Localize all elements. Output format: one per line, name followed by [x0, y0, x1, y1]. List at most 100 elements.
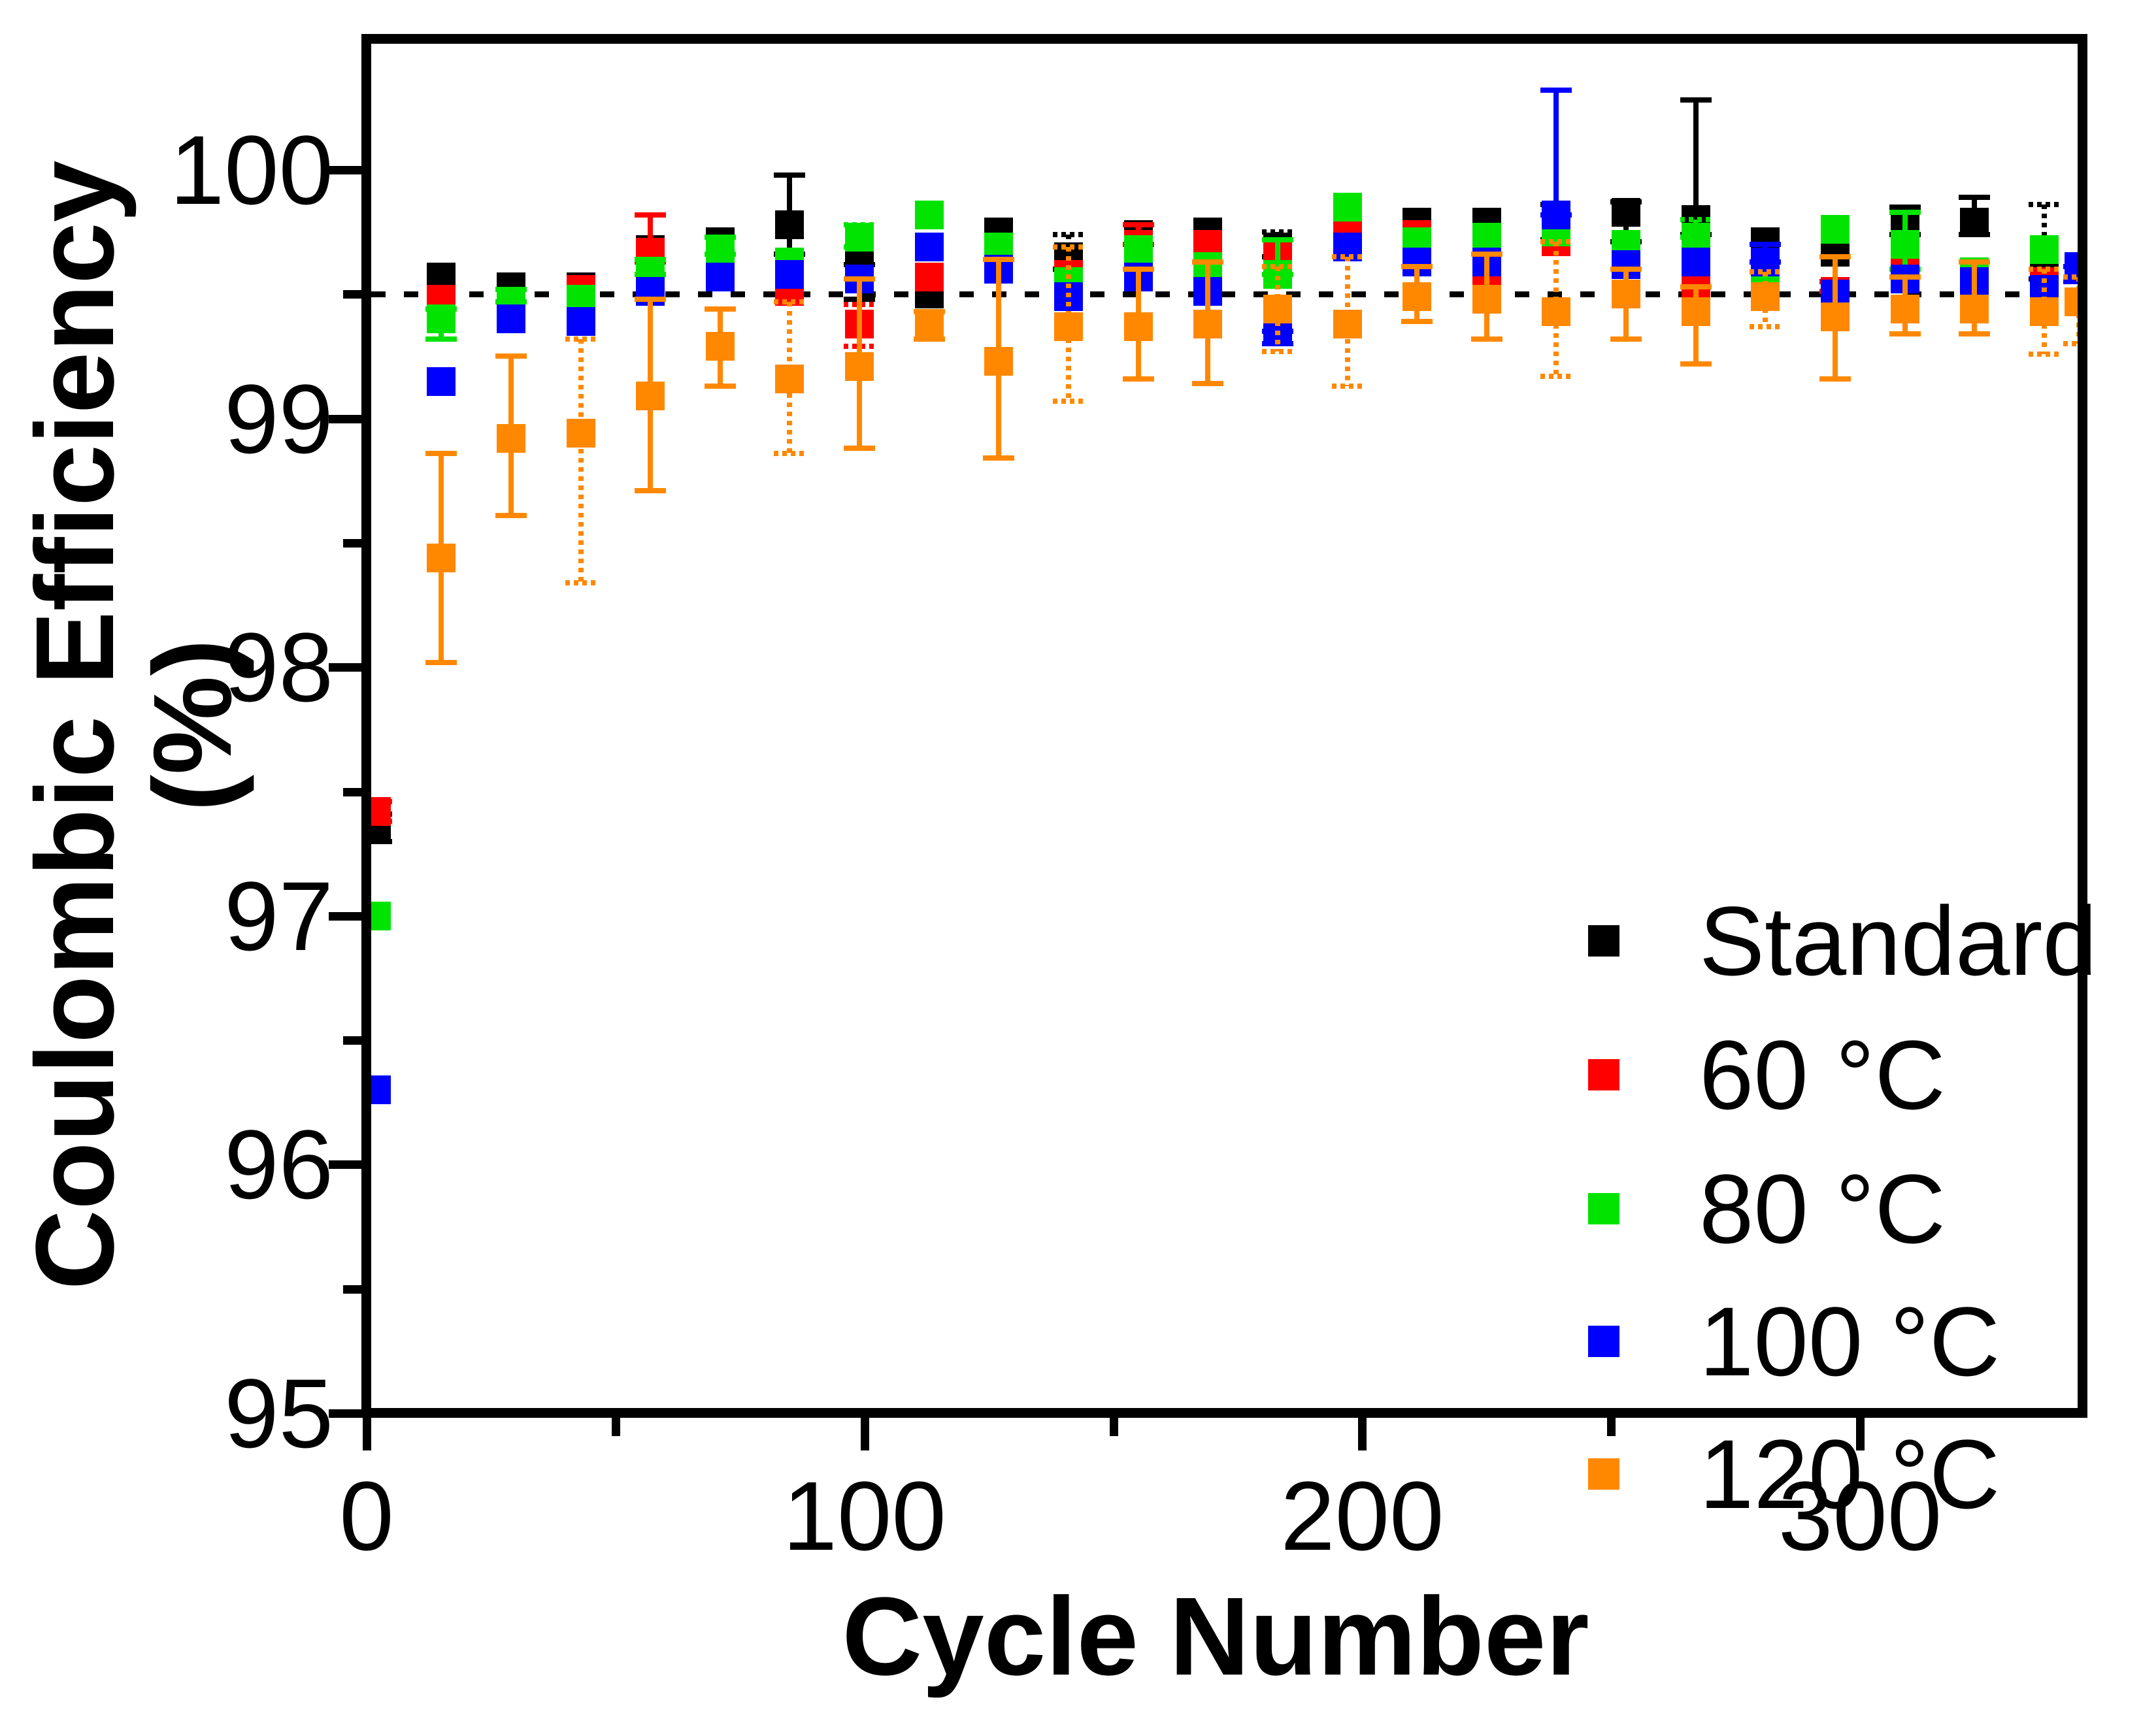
legend-swatch-60C: [1588, 1059, 1619, 1090]
x-minor-tick: [611, 1418, 620, 1436]
data-point-marker-120C: [496, 424, 525, 453]
data-point-marker-80C: [1472, 222, 1501, 252]
error-bar-cap-top: [1959, 194, 1991, 200]
data-point-marker-120C: [2029, 297, 2059, 326]
data-point-marker-120C: [1054, 312, 1083, 341]
y-minor-tick: [343, 1036, 361, 1045]
data-point-marker-100C: [427, 367, 456, 396]
error-bar-cap-top: [1122, 267, 1154, 272]
error-bar-cap-bottom: [2063, 279, 2078, 285]
x-major-tick: [860, 1418, 869, 1450]
error-bar-stem: [578, 338, 584, 583]
error-bar-cap-bottom: [1122, 376, 1154, 382]
error-bar-cap-top: [635, 212, 667, 218]
error-bar-cap-top: [844, 276, 876, 282]
error-bar-cap-top: [1680, 217, 1712, 223]
data-point-marker-60C: [371, 796, 391, 826]
data-point-marker-120C: [1333, 309, 1362, 338]
data-point-marker-80C: [914, 200, 944, 229]
legend-label: 120 °C: [1699, 1419, 2000, 1529]
x-major-tick: [1358, 1418, 1367, 1450]
error-bar-cap-top: [1261, 237, 1293, 242]
error-bar-cap-top: [495, 353, 527, 359]
data-point-marker-120C: [1960, 295, 1989, 324]
error-bar-cap-bottom: [983, 455, 1015, 461]
data-point-marker-120C: [1821, 302, 1850, 331]
data-point-marker-80C: [1123, 235, 1153, 264]
data-point-marker-60C: [914, 262, 944, 291]
data-point-marker-80C: [371, 901, 391, 930]
x-major-tick: [1856, 1418, 1865, 1450]
data-point-marker-120C: [914, 312, 944, 341]
error-bar-cap-bottom: [425, 336, 457, 342]
data-point-marker-120C: [1402, 282, 1432, 312]
y-minor-tick: [343, 787, 361, 796]
y-major-tick: [329, 1409, 361, 1418]
data-point-marker-120C: [427, 543, 456, 572]
error-bar-cap-top: [635, 296, 667, 302]
error-bar-cap-top: [1052, 244, 1084, 250]
data-point-marker-120C: [566, 419, 595, 448]
error-bar-cap-top: [1401, 264, 1433, 270]
error-bar-cap-bottom: [1192, 381, 1224, 387]
y-major-tick: [329, 1160, 361, 1170]
error-bar-cap-bottom: [2063, 341, 2078, 347]
y-tick-label: 96: [224, 1109, 333, 1220]
x-tick-label: 200: [1280, 1461, 1444, 1571]
error-bar-cap-bottom: [704, 384, 736, 389]
data-point-marker-120C: [705, 332, 735, 361]
data-point-marker-120C: [1751, 282, 1780, 312]
error-bar-cap-bottom: [635, 487, 667, 493]
error-bar-cap-top: [1680, 284, 1712, 289]
error-bar-cap-top: [1750, 242, 1782, 248]
error-bar-cap-top: [1470, 252, 1502, 257]
error-bar-cap-top: [1750, 269, 1782, 275]
error-bar-cap-bottom: [1401, 319, 1433, 325]
error-bar-cap-top: [2063, 274, 2078, 280]
error-bar-cap-top: [1261, 229, 1293, 235]
data-point-marker-120C: [1890, 295, 1919, 324]
y-tick-label: 99: [224, 363, 333, 474]
data-point-marker-120C: [1472, 284, 1501, 314]
error-bar-cap-top: [1889, 274, 1921, 280]
error-bar-cap-bottom: [425, 659, 457, 665]
y-major-tick: [329, 166, 361, 174]
data-point-marker-120C: [1681, 297, 1710, 326]
error-bar-cap-top: [1261, 264, 1293, 270]
error-bar-cap-top: [565, 336, 597, 342]
error-bar-cap-top: [2028, 202, 2060, 208]
data-point-marker-120C: [1263, 295, 1292, 324]
y-major-tick: [329, 414, 361, 423]
error-bar-cap-top: [1959, 259, 1991, 265]
data-point-marker-Standard: [775, 210, 805, 239]
error-bar-cap-top: [704, 234, 736, 240]
error-bar-cap-bottom: [371, 838, 393, 844]
error-bar-stem: [1274, 239, 1280, 274]
data-point-marker-100C: [566, 307, 595, 336]
data-point-marker-80C: [1890, 230, 1919, 259]
error-bar-cap-bottom: [2028, 351, 2060, 357]
error-bar-cap-top: [1889, 209, 1921, 215]
data-point-marker-80C: [1333, 193, 1362, 222]
legend-label: Standard: [1699, 886, 2097, 996]
data-point-marker-Standard: [1612, 197, 1641, 227]
legend-label: 60 °C: [1699, 1020, 1946, 1130]
error-bar-cap-top: [1540, 239, 1572, 245]
x-minor-tick: [1607, 1418, 1616, 1436]
error-bar-cap-bottom: [565, 580, 597, 585]
data-point-marker-120C: [845, 352, 874, 381]
error-bar-cap-top: [774, 172, 806, 178]
error-bar-cap-bottom: [1819, 376, 1851, 382]
error-bar-cap-top: [635, 257, 667, 263]
error-bar-cap-bottom: [1331, 384, 1363, 389]
data-point-marker-120C: [1123, 312, 1153, 341]
legend-swatch-120C: [1588, 1458, 1619, 1490]
legend-swatch-Standard: [1588, 925, 1619, 957]
data-point-marker-100C: [1542, 200, 1571, 229]
x-tick-label: 0: [339, 1461, 394, 1571]
error-bar-cap-bottom: [1052, 398, 1084, 404]
error-bar-cap-top: [704, 306, 736, 312]
error-bar-cap-top: [1052, 231, 1084, 237]
error-bar-cap-top: [1192, 259, 1224, 265]
error-bar-cap-top: [1540, 88, 1572, 93]
